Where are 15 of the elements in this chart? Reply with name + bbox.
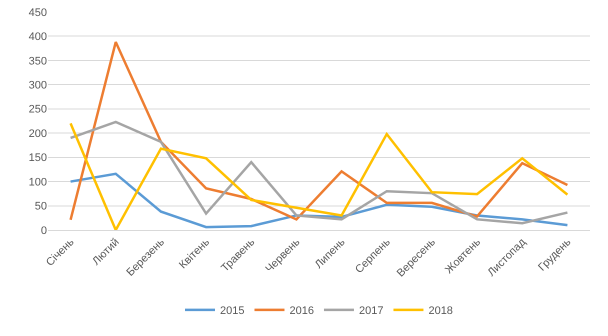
y-tick-label: 0	[40, 224, 47, 237]
legend-label: 2017	[358, 305, 384, 318]
y-tick-label: 150	[28, 152, 47, 164]
legend-label: 2015	[220, 305, 244, 318]
y-tick-label: 250	[28, 104, 47, 116]
y-tick-label: 100	[28, 176, 47, 188]
legend-label: 2018	[428, 305, 453, 318]
y-tick-label: 300	[28, 80, 47, 92]
y-tick-label: 450	[28, 6, 47, 19]
y-tick-label: 350	[28, 55, 47, 68]
legend-label: 2016	[289, 305, 314, 318]
line-series	[69, 40, 569, 222]
y-tick-label: 200	[28, 128, 47, 140]
y-tick-label: 400	[28, 31, 47, 44]
y-tick-label: 50	[34, 200, 47, 213]
